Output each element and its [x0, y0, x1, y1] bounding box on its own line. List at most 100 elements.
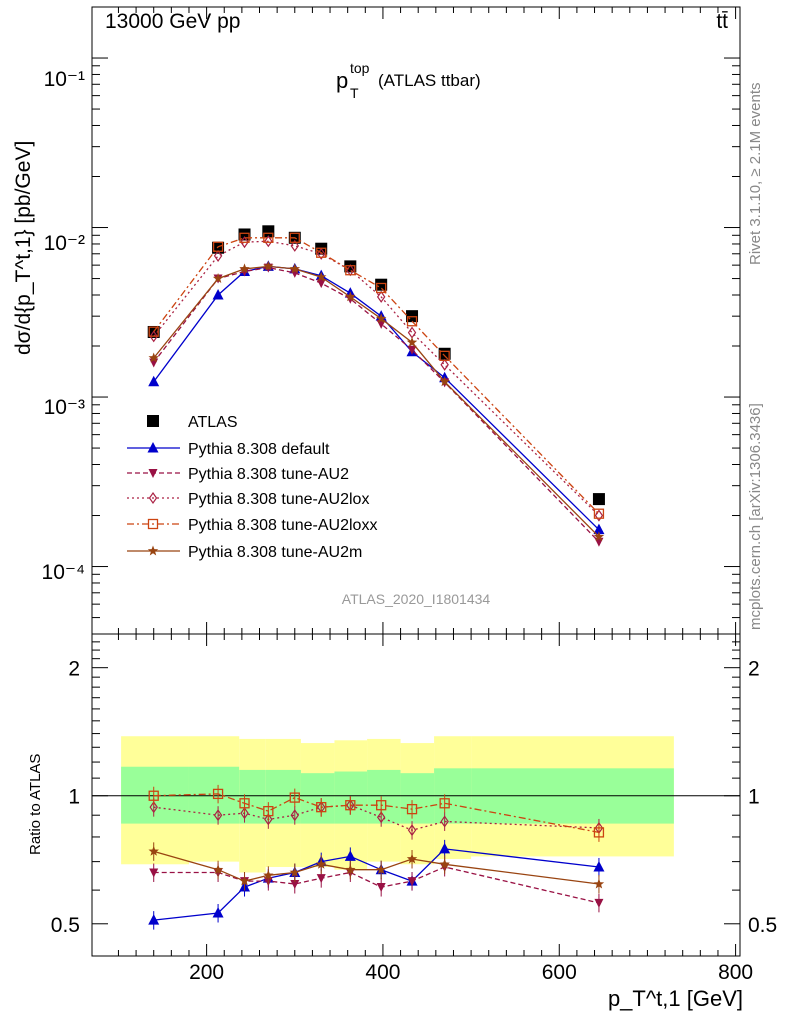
main-point-4-6 — [345, 265, 356, 276]
legend-item-5: Pythia 8.308 tune-AU2m — [127, 544, 362, 561]
legend-item-4: Pythia 8.308 tune-AU2loxx — [127, 517, 377, 534]
main-series — [147, 225, 605, 547]
xtick-label-800: 800 — [718, 961, 753, 984]
axis-ticks — [92, 6, 740, 956]
ratio-point-5-9 — [439, 858, 450, 869]
main-point-4-4 — [289, 232, 300, 243]
main-point-5-9 — [439, 376, 450, 387]
ratio-point-2-5 — [316, 874, 326, 884]
main-point-2-10 — [594, 537, 604, 547]
ratio-point-4-6 — [345, 800, 356, 811]
band-inner-7 — [400, 773, 435, 824]
title-sub: T — [350, 85, 359, 101]
ratio-point-4-8 — [406, 803, 418, 815]
main-point-4-2 — [239, 232, 250, 243]
main-point-4-7 — [376, 282, 387, 294]
ratio-series-4 — [148, 784, 605, 842]
ratio-point-4-2 — [239, 798, 250, 809]
title-rest: (ATLAS ttbar) — [378, 71, 481, 90]
ratio-point-4-7 — [376, 800, 387, 811]
ratio-ytick-right-2: 0.5 — [748, 914, 777, 937]
main-point-5-1 — [212, 273, 224, 284]
main-point-0-10 — [592, 493, 605, 506]
legend-item-3: Pythia 8.308 tune-AU2lox — [127, 491, 369, 508]
main-point-4-1 — [212, 241, 224, 252]
ratio-point-3-4 — [290, 809, 300, 822]
main-point-5-8 — [406, 336, 418, 347]
main-series-4 — [148, 232, 605, 519]
ratio-ytick-left-1: 1 — [68, 786, 80, 809]
main-point-3-2 — [240, 236, 249, 249]
ratio-point-3-0 — [149, 801, 158, 814]
ratio-point-2-4 — [290, 880, 300, 890]
ratio-point-3-1 — [213, 809, 223, 822]
ratio-point-2-7 — [376, 883, 386, 893]
ratio-point-4-10 — [593, 827, 605, 838]
main-point-1-1 — [212, 288, 224, 300]
main-plot-title: p top T (ATLAS ttbar) — [336, 60, 481, 101]
legend: ATLAS Pythia 8.308 default Pythia 8.308 tu… — [127, 414, 377, 561]
ratio-point-3-7 — [376, 811, 386, 824]
ratio-point-2-8 — [407, 877, 417, 887]
ratio-point-5-4 — [289, 867, 301, 877]
ratio-point-3-3 — [264, 813, 273, 826]
legend-item-0: ATLAS — [147, 414, 238, 431]
main-point-3-3 — [264, 235, 273, 248]
ratio-error-bands — [92, 736, 740, 873]
main-point-2-5 — [316, 279, 326, 289]
main-point-3-8 — [407, 326, 417, 339]
ratio-point-1-0 — [148, 914, 160, 925]
band-inner-4 — [300, 773, 335, 824]
ratio-point-5-6 — [345, 864, 356, 875]
ratio-series-2 — [149, 857, 604, 913]
legend-label-1: Pythia 8.308 default — [188, 441, 330, 458]
ratio-plot-frame — [91, 633, 741, 957]
ratio-ytick-left-2: 0.5 — [51, 914, 80, 937]
main-line-4 — [153, 237, 600, 515]
main-point-1-0 — [148, 375, 160, 387]
legend-label-5: Pythia 8.308 tune-AU2m — [188, 544, 362, 561]
ratio-point-4-1 — [212, 788, 224, 800]
ratio-point-5-0 — [148, 845, 159, 856]
ratio-point-5-3 — [263, 869, 274, 880]
ratio-ytick-right-0: 2 — [748, 658, 760, 681]
main-series-0 — [147, 225, 605, 506]
ratio-point-5-2 — [239, 875, 250, 886]
band-inner-2 — [239, 769, 266, 824]
ratio-point-1-6 — [344, 850, 356, 861]
main-point-4-9 — [439, 350, 450, 361]
ratio-point-2-10 — [594, 898, 604, 908]
ytick-label-1e-2: 10⁻² — [44, 232, 85, 255]
legend-label-3: Pythia 8.308 tune-AU2lox — [188, 491, 369, 508]
ratio-point-4-4 — [289, 792, 300, 803]
legend-marker-4 — [147, 518, 159, 530]
legend-label-2: Pythia 8.308 tune-AU2 — [188, 466, 349, 483]
main-point-3-10 — [594, 509, 604, 522]
main-point-5-5 — [315, 271, 327, 282]
main-point-4-10 — [593, 508, 605, 519]
title-p: p — [336, 68, 348, 93]
main-point-4-3 — [263, 232, 274, 243]
ratio-point-1-10 — [593, 860, 605, 872]
legend-marker-1 — [147, 442, 159, 453]
xtick-label-400: 400 — [365, 961, 400, 984]
mcplots-label: mcplots.cern.ch [arXiv:1306.3436] — [747, 403, 764, 630]
ratio-series-5 — [148, 842, 605, 894]
ratio-point-3-9 — [440, 815, 449, 828]
title-sup: top — [350, 60, 370, 76]
legend-marker-0 — [147, 415, 159, 427]
main-point-4-8 — [406, 316, 418, 327]
ratio-point-4-9 — [439, 798, 450, 809]
main-point-5-6 — [345, 291, 356, 302]
ratio-y-axis-label: Ratio to ATLAS — [27, 754, 44, 855]
ytick-label-1e-3: 10⁻³ — [44, 396, 85, 419]
main-point-3-0 — [149, 330, 158, 343]
ratio-ytick-left-0: 2 — [68, 658, 80, 681]
legend-item-1: Pythia 8.308 default — [127, 441, 330, 458]
ratio-point-3-8 — [407, 824, 417, 837]
ratio-point-4-0 — [148, 790, 159, 801]
main-point-5-3 — [263, 260, 274, 271]
energy-label: 13000 GeV pp — [105, 10, 240, 33]
main-point-1-10 — [593, 523, 605, 535]
ytick-label-1e-1: 10⁻¹ — [44, 68, 85, 91]
